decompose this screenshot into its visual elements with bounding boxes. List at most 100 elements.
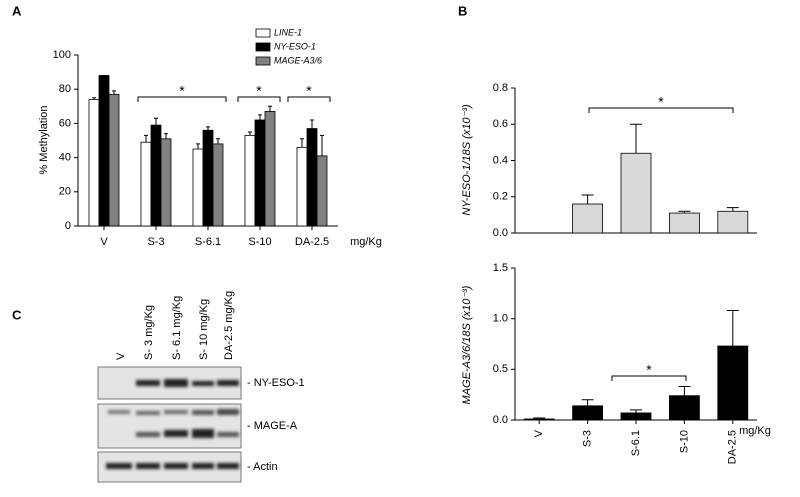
y-tick-label: 1.5 <box>493 262 508 274</box>
significance-star: * <box>646 362 652 378</box>
band <box>136 463 160 469</box>
error-bar <box>154 117 158 126</box>
x-tick-label: S-3 <box>582 430 594 447</box>
bar <box>572 405 603 421</box>
y-axis-label: MAGE-A3/6/18S (x10⁻³) <box>461 285 473 404</box>
error-bar <box>726 207 739 212</box>
blot-row-label: - Actin <box>247 461 278 473</box>
error-bar <box>206 126 210 131</box>
y-tick-label: 0 <box>65 220 71 232</box>
error-bar <box>164 133 168 139</box>
band <box>164 410 188 414</box>
band <box>136 380 160 386</box>
legend-swatch <box>255 56 271 66</box>
significance-star: * <box>658 94 664 110</box>
error-bar <box>92 97 96 100</box>
significance-bracket <box>611 375 687 381</box>
legend-swatch <box>255 42 271 52</box>
bar <box>669 395 700 421</box>
bar <box>212 143 224 227</box>
band <box>136 411 160 415</box>
band <box>106 463 132 469</box>
lane-label: DA-2.5 mg/Kg <box>223 291 235 360</box>
error-bar <box>678 386 691 396</box>
error-bar <box>678 210 691 214</box>
band <box>192 463 214 469</box>
bar <box>244 134 256 227</box>
lane-label: V <box>115 352 127 360</box>
bar <box>620 152 652 234</box>
lane-label: S- 10 mg/Kg <box>198 299 210 360</box>
bar <box>150 124 162 227</box>
blot-row-label: - NY-ESO-1 <box>247 377 305 389</box>
band <box>192 410 214 415</box>
bar <box>254 119 266 227</box>
bar <box>192 148 204 227</box>
y-tick-label: 0.0 <box>493 414 508 426</box>
error-bar <box>258 114 262 120</box>
x-tick-label: S-10 <box>678 430 690 453</box>
x-axis-unit: mg/Kg <box>350 236 382 248</box>
y-tick-label: 100 <box>53 49 71 61</box>
x-axis-unit: mg/Kg <box>739 425 771 437</box>
bar <box>296 146 308 227</box>
band <box>192 429 214 438</box>
error-bar <box>216 138 220 144</box>
error-bar <box>533 417 546 419</box>
x-tick-label: S-3 <box>147 236 164 248</box>
x-tick-label: S-6.1 <box>630 430 642 456</box>
band <box>108 410 130 414</box>
significance-bracket <box>287 96 331 102</box>
significance-bracket <box>588 107 734 113</box>
bar <box>202 129 214 227</box>
band <box>136 432 160 437</box>
western-blot: C - NY-ESO-1 - MAGE-A - Actin V S- 3 mg/… <box>12 291 305 483</box>
significance-star: * <box>256 83 262 99</box>
x-tick-label: DA-2.5 <box>727 430 739 464</box>
band <box>164 379 188 387</box>
y-tick-label: 0.6 <box>493 118 508 130</box>
legend-swatch <box>255 28 271 38</box>
error-bar <box>581 399 594 406</box>
legend-label: NY-ESO-1 <box>274 41 316 51</box>
error-bar <box>581 194 594 204</box>
error-bar <box>630 409 642 413</box>
y-tick-label: 0.0 <box>493 227 508 239</box>
error-bar <box>112 90 116 95</box>
significance-star: * <box>179 83 185 99</box>
legend-label: MAGE-A3/6 <box>274 55 322 65</box>
panel-label: C <box>12 307 22 322</box>
bar <box>88 99 100 227</box>
x-tick-label: V <box>100 236 108 248</box>
band <box>217 463 239 469</box>
bar <box>160 138 172 227</box>
bar <box>572 203 603 234</box>
x-tick-label: DA-2.5 <box>295 236 329 248</box>
bar <box>717 210 749 234</box>
legend-label: LINE-1 <box>274 27 302 37</box>
error-bar <box>726 310 739 347</box>
x-tick-label: V <box>533 429 545 437</box>
y-tick-label: 0.8 <box>493 82 508 94</box>
significance-bracket <box>137 96 227 102</box>
bar <box>140 141 152 227</box>
x-tick-label: S-10 <box>248 236 271 248</box>
bands <box>106 379 239 469</box>
error-bar <box>320 134 324 156</box>
bar <box>306 128 318 227</box>
bar <box>523 418 555 421</box>
bar <box>98 75 110 227</box>
error-bar <box>248 131 252 136</box>
y-tick-label: 0.2 <box>493 191 508 203</box>
y-tick-label: 0.5 <box>493 363 508 375</box>
bar <box>316 155 328 227</box>
band <box>192 381 214 386</box>
y-tick-label: 60 <box>59 117 71 129</box>
error-bar <box>144 134 148 143</box>
bar <box>108 93 120 227</box>
band <box>217 409 239 415</box>
y-axis-label: % Methylation <box>38 105 50 174</box>
significance-bracket <box>237 96 281 102</box>
bar <box>264 111 276 227</box>
